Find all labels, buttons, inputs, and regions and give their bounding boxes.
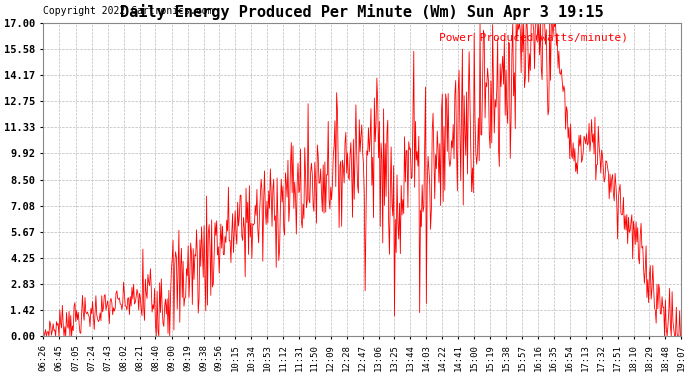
- Text: Copyright 2022 Cartronics.com: Copyright 2022 Cartronics.com: [43, 6, 213, 16]
- Title: Daily Energy Produced Per Minute (Wm) Sun Apr 3 19:15: Daily Energy Produced Per Minute (Wm) Su…: [120, 4, 604, 20]
- Text: Power Produced(watts/minute): Power Produced(watts/minute): [439, 32, 628, 42]
